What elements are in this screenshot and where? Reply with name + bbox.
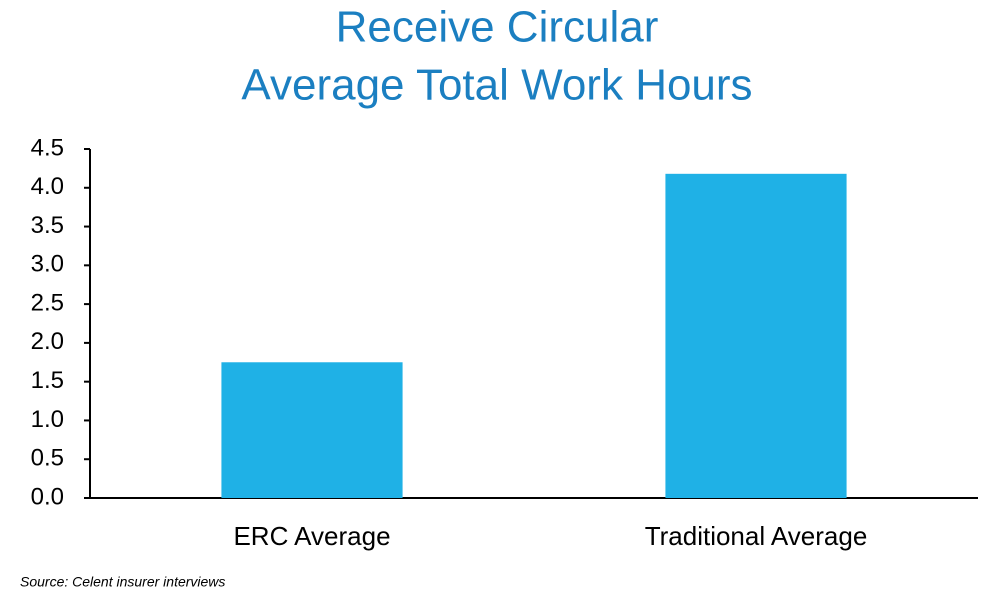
chart-title: Average Total Work Hours (241, 61, 752, 110)
y-tick-label: 4.5 (31, 134, 64, 161)
y-tick-label: 1.5 (31, 367, 64, 394)
y-tick-label: 4.0 (31, 173, 64, 200)
bar (221, 362, 403, 498)
bar (665, 173, 847, 498)
x-tick-label: ERC Average (233, 521, 390, 551)
y-tick-label: 2.0 (31, 328, 64, 355)
y-tick-label: 3.5 (31, 212, 64, 239)
chart-title: Receive Circular (336, 3, 659, 52)
source-note: Source: Celent insurer interviews (20, 574, 225, 590)
y-tick-label: 3.0 (31, 251, 64, 278)
y-tick-label: 0.0 (31, 483, 64, 510)
x-tick-label: Traditional Average (645, 521, 868, 551)
y-tick-label: 0.5 (31, 445, 64, 472)
y-tick-label: 2.5 (31, 289, 64, 316)
y-tick-label: 1.0 (31, 406, 64, 433)
